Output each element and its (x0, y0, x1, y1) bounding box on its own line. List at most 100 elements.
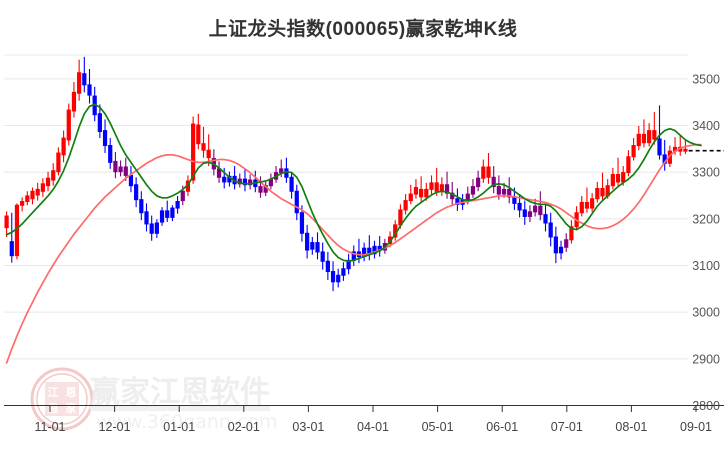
candle-body[interactable] (652, 130, 657, 140)
candle-body[interactable] (610, 173, 615, 187)
candle-body[interactable] (631, 145, 636, 158)
candle-body[interactable] (20, 201, 25, 206)
candle-body[interactable] (56, 152, 61, 173)
candle-body[interactable] (299, 212, 305, 234)
candle-body[interactable] (527, 211, 533, 217)
candle-body[interactable] (553, 236, 558, 254)
candle-body[interactable] (128, 174, 134, 187)
candle-body[interactable] (139, 199, 144, 214)
candle-body[interactable] (548, 222, 553, 238)
candle-body[interactable] (533, 205, 538, 213)
candle-body[interactable] (30, 190, 35, 200)
candle-body[interactable] (543, 214, 548, 224)
candle-body[interactable] (647, 130, 652, 144)
candle-body[interactable] (206, 149, 211, 159)
candle-body[interactable] (564, 239, 569, 248)
candle-body[interactable] (4, 215, 9, 229)
candle-body[interactable] (305, 232, 310, 251)
candle-body[interactable] (97, 113, 102, 133)
candle-body[interactable] (584, 201, 590, 209)
candle-body[interactable] (279, 168, 284, 174)
candle-body[interactable] (113, 160, 118, 173)
candle-body[interactable] (51, 170, 56, 181)
candle-body[interactable] (626, 156, 631, 174)
candle-body[interactable] (450, 192, 455, 200)
candle-body[interactable] (439, 184, 444, 192)
candle-body[interactable] (476, 177, 481, 188)
candle-body[interactable] (424, 188, 429, 198)
candle-body[interactable] (522, 209, 527, 217)
candle-body[interactable] (82, 73, 87, 86)
candle-body[interactable] (242, 178, 248, 186)
candle-body[interactable] (170, 207, 175, 218)
candle-body[interactable] (641, 133, 647, 144)
candle-body[interactable] (590, 198, 595, 209)
candle-body[interactable] (154, 222, 159, 234)
candle-body[interactable] (615, 173, 621, 183)
candle-body[interactable] (470, 186, 476, 195)
candle-body[interactable] (191, 123, 196, 181)
candle-body[interactable] (294, 190, 299, 214)
candle-body[interactable] (320, 251, 325, 262)
candle-body[interactable] (180, 190, 185, 202)
candle-body[interactable] (600, 187, 605, 197)
candle-body[interactable] (569, 226, 574, 241)
candle-body[interactable] (558, 246, 564, 254)
candle-body[interactable] (444, 184, 450, 194)
candle-body[interactable] (40, 183, 45, 192)
candle-body[interactable] (507, 188, 512, 198)
candle-body[interactable] (486, 166, 491, 178)
candle-body[interactable] (144, 211, 149, 225)
candle-body[interactable] (325, 260, 330, 273)
candle-body[interactable] (149, 223, 154, 234)
candle-body[interactable] (538, 205, 543, 216)
candle-body[interactable] (341, 268, 346, 276)
candle-body[interactable] (222, 176, 227, 183)
candle-body[interactable] (216, 168, 222, 178)
candle-body[interactable] (258, 186, 263, 193)
candle-body[interactable] (517, 202, 522, 211)
candle-body[interactable] (636, 133, 641, 147)
candle-body[interactable] (310, 242, 315, 250)
candle-body[interactable] (118, 166, 123, 173)
candle-body[interactable] (491, 176, 496, 188)
candle-body[interactable] (61, 137, 66, 156)
candle-body[interactable] (496, 186, 501, 195)
candle-body[interactable] (196, 124, 201, 145)
candle-body[interactable] (123, 166, 128, 176)
candle-body[interactable] (579, 201, 584, 214)
candle-body[interactable] (14, 204, 20, 257)
candle-body[interactable] (248, 179, 253, 186)
candle-body[interactable] (465, 193, 470, 201)
candle-body[interactable] (201, 143, 206, 151)
candle-body[interactable] (408, 193, 413, 202)
candle-body[interactable] (159, 210, 165, 223)
candle-body[interactable] (35, 188, 40, 196)
candle-body[interactable] (108, 145, 113, 163)
candle-body[interactable] (595, 187, 600, 200)
candle-body[interactable] (346, 259, 351, 270)
candle-body[interactable] (657, 138, 662, 156)
candle-body[interactable] (77, 72, 82, 94)
candle-body[interactable] (45, 177, 51, 187)
candle-body[interactable] (9, 241, 14, 257)
candle-body[interactable] (102, 130, 108, 147)
candle-body[interactable] (25, 195, 30, 203)
candle-body[interactable] (165, 210, 170, 218)
candle-body[interactable] (398, 209, 403, 226)
candle-body[interactable] (336, 274, 341, 283)
candle-body[interactable] (481, 166, 486, 179)
candle-body[interactable] (683, 148, 688, 152)
candle-body[interactable] (66, 109, 71, 141)
candle-body[interactable] (134, 184, 139, 201)
candle-body[interactable] (87, 84, 92, 96)
candle-body[interactable] (413, 187, 419, 195)
candle-body[interactable] (372, 245, 377, 255)
candle-body[interactable] (175, 201, 180, 209)
candle-body[interactable] (289, 176, 294, 192)
candle-body[interactable] (330, 271, 336, 283)
candle-body[interactable] (403, 200, 408, 211)
candle-body[interactable] (419, 188, 424, 198)
candle-body[interactable] (501, 188, 507, 195)
candle-body[interactable] (315, 242, 320, 253)
